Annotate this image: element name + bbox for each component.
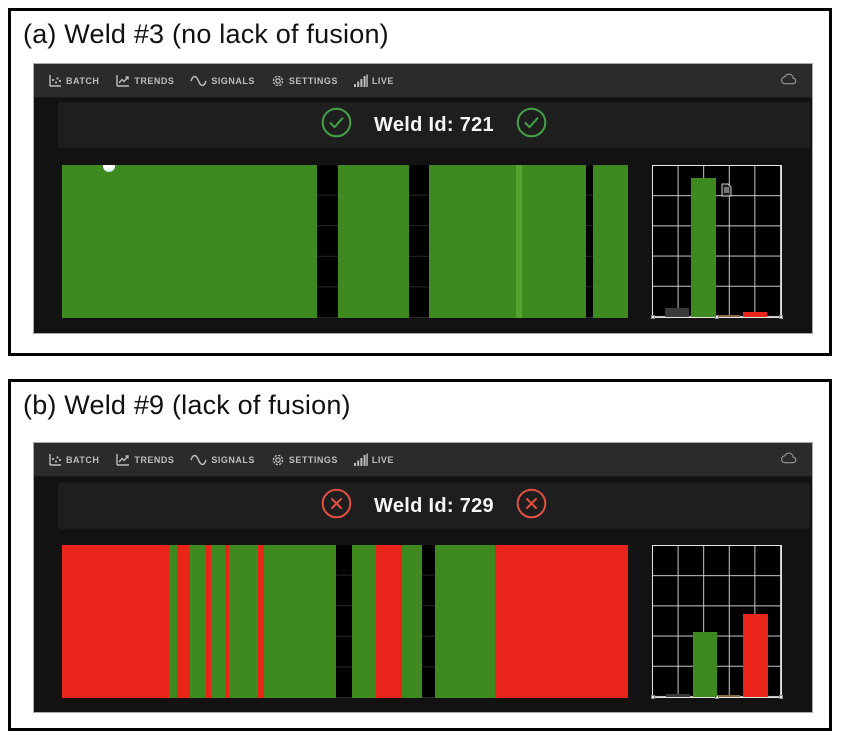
toolbar-label: SETTINGS bbox=[288, 75, 338, 86]
chart-bar-dark_gray bbox=[665, 693, 691, 697]
toolbar-label: TRENDS bbox=[134, 454, 175, 465]
toolbar-item-signals[interactable]: SIGNALS bbox=[190, 454, 255, 466]
panel-a-caption: (a) Weld #3 (no lack of fusion) bbox=[23, 19, 389, 49]
toolbar-label: LIVE bbox=[371, 75, 394, 86]
chart-bar-green bbox=[691, 178, 716, 317]
toolbar-item-signals[interactable]: SIGNALS bbox=[190, 75, 255, 87]
strip-segment-green bbox=[62, 165, 318, 318]
toolbar-item-trends[interactable]: TRENDS bbox=[115, 74, 174, 87]
toolbar-label: SETTINGS bbox=[288, 454, 338, 465]
strip-segment-red bbox=[62, 545, 169, 698]
strip-segment-green bbox=[401, 545, 423, 698]
panel-b-caption: (b) Weld #9 (lack of fusion) bbox=[23, 390, 351, 420]
signal-bars-icon bbox=[353, 453, 368, 466]
strip-segment-green bbox=[264, 545, 336, 698]
toolbar-label: BATCH bbox=[66, 454, 100, 465]
strip-segment-green bbox=[168, 545, 177, 698]
trend-line-icon bbox=[115, 453, 130, 466]
strip-segment-red bbox=[176, 545, 190, 698]
resize-handle[interactable] bbox=[651, 695, 655, 699]
strip-segment-green bbox=[189, 545, 206, 698]
chart-bar-tan bbox=[718, 694, 741, 697]
trend-line-icon bbox=[115, 74, 130, 87]
chart-bar-red bbox=[742, 312, 767, 317]
toolbar-label: LIVE bbox=[371, 454, 394, 465]
strip-segment-green bbox=[338, 165, 409, 318]
weld-monitor-window-b: BATCH TRENDS SIGNALS SETTINGS bbox=[33, 442, 813, 713]
weld-id-text: Weld Id: 721 bbox=[374, 113, 494, 136]
toolbar-item-settings[interactable]: SETTINGS bbox=[271, 74, 338, 88]
weld-quality-strip-b[interactable] bbox=[62, 545, 628, 698]
cloud-icon[interactable] bbox=[780, 72, 798, 90]
strip-segment-red bbox=[257, 545, 265, 698]
toolbar-a: BATCH TRENDS SIGNALS SETTINGS bbox=[34, 64, 812, 98]
weld-id-banner-a: Weld Id: 721 bbox=[58, 102, 810, 148]
toolbar-item-batch[interactable]: BATCH bbox=[48, 74, 99, 87]
chart-bar-red bbox=[742, 613, 769, 697]
weld-id-banner-b: Weld Id: 729 bbox=[58, 483, 810, 529]
toolbar-label: TRENDS bbox=[134, 75, 175, 86]
strip-segment-gap bbox=[335, 545, 352, 698]
toolbar-item-batch[interactable]: BATCH bbox=[48, 453, 99, 466]
strip-segment-red bbox=[495, 545, 628, 698]
x-circle-icon bbox=[321, 488, 352, 524]
weld-monitor-window-a: BATCH TRENDS SIGNALS SETTINGS bbox=[33, 63, 813, 334]
strip-segment-gap bbox=[586, 165, 593, 318]
signal-bars-icon bbox=[353, 74, 368, 87]
toolbar-item-live[interactable]: LIVE bbox=[353, 74, 394, 87]
chart-bar-green bbox=[692, 632, 717, 697]
document-icon[interactable] bbox=[721, 183, 732, 202]
check-circle-icon bbox=[516, 107, 547, 143]
resize-handle[interactable] bbox=[779, 315, 783, 319]
toolbar-label: BATCH bbox=[66, 75, 100, 86]
sine-wave-icon bbox=[190, 75, 208, 87]
weld-quality-strip-a[interactable] bbox=[62, 165, 628, 318]
chart-bar-dark_gray bbox=[664, 307, 689, 317]
strip-segment-gap bbox=[408, 165, 429, 318]
figure-panel-a: (a) Weld #3 (no lack of fusion) BATCH TR… bbox=[8, 8, 832, 356]
strip-segment-light_green bbox=[516, 165, 523, 318]
strip-segment-green bbox=[522, 165, 587, 318]
toolbar-item-live[interactable]: LIVE bbox=[353, 453, 394, 466]
toolbar-item-trends[interactable]: TRENDS bbox=[115, 453, 174, 466]
scatter-chart-icon bbox=[48, 453, 62, 466]
chart-bar-tan bbox=[718, 314, 741, 317]
toolbar-b: BATCH TRENDS SIGNALS SETTINGS bbox=[34, 443, 812, 477]
strip-segment-gap bbox=[317, 165, 339, 318]
resize-handle[interactable] bbox=[715, 695, 719, 699]
x-circle-icon bbox=[516, 488, 547, 524]
cloud-icon[interactable] bbox=[780, 451, 798, 469]
toolbar-label: SIGNALS bbox=[211, 454, 255, 465]
figure-panel-b: (b) Weld #9 (lack of fusion) BATCH TREND… bbox=[8, 379, 832, 731]
toolbar-item-settings[interactable]: SETTINGS bbox=[271, 453, 338, 467]
summary-bar-chart-a[interactable] bbox=[651, 165, 783, 319]
strip-segment-green bbox=[228, 545, 258, 698]
gear-icon bbox=[271, 453, 285, 467]
strip-segment-green bbox=[428, 165, 517, 318]
scatter-chart-icon bbox=[48, 74, 62, 87]
check-circle-icon bbox=[321, 107, 352, 143]
strip-segment-red bbox=[205, 545, 211, 698]
resize-handle[interactable] bbox=[779, 695, 783, 699]
strip-segment-red bbox=[375, 545, 402, 698]
strip-segment-gap bbox=[422, 545, 436, 698]
gear-icon bbox=[271, 74, 285, 88]
strip-segment-green bbox=[210, 545, 225, 698]
weld-id-text: Weld Id: 729 bbox=[374, 494, 494, 517]
sine-wave-icon bbox=[190, 454, 208, 466]
strip-segment-green bbox=[592, 165, 628, 318]
strip-segment-green bbox=[435, 545, 496, 698]
summary-bar-chart-b[interactable] bbox=[651, 545, 783, 699]
strip-segment-red bbox=[224, 545, 229, 698]
toolbar-label: SIGNALS bbox=[211, 75, 255, 86]
strip-cursor-marker[interactable] bbox=[102, 165, 115, 172]
strip-segment-green bbox=[351, 545, 376, 698]
resize-handle[interactable] bbox=[651, 315, 655, 319]
resize-handle[interactable] bbox=[715, 315, 719, 319]
